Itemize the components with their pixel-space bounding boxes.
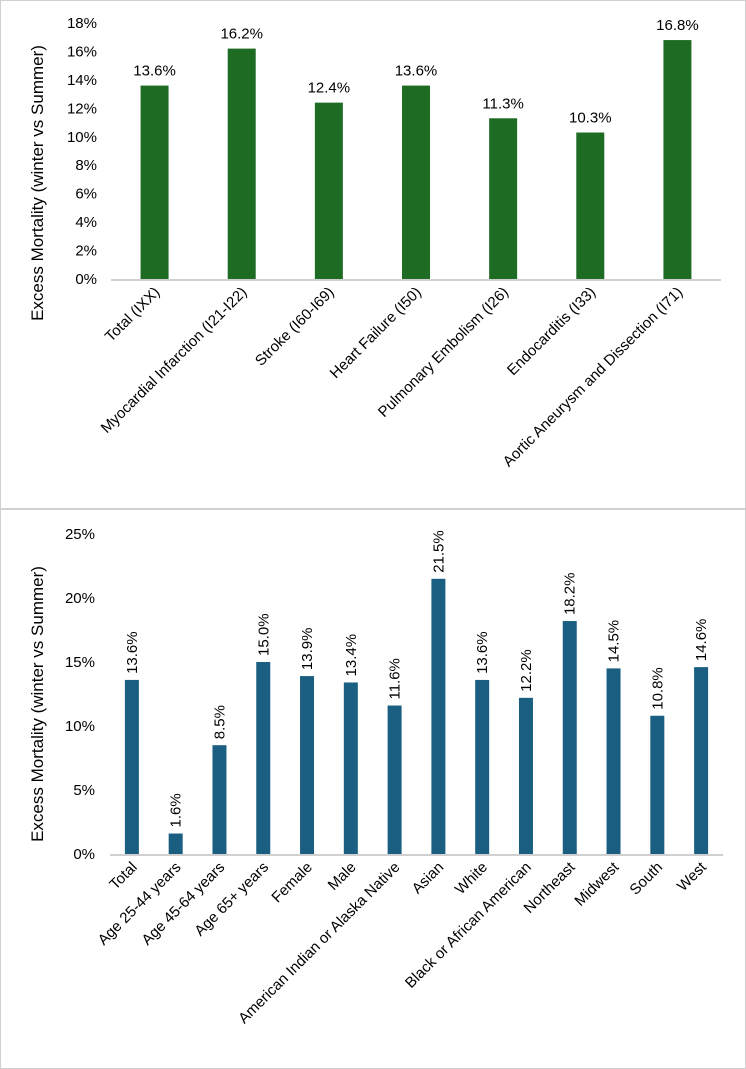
- bar: [489, 118, 518, 280]
- x-tick-label: South: [626, 859, 666, 899]
- bar: [212, 745, 227, 854]
- x-tick-label: Aortic Aneurysm and Dissection (I71): [500, 284, 687, 471]
- x-tick-label: American Indian or Alaska Native: [235, 859, 403, 1027]
- bar: [606, 668, 621, 854]
- data-label: 15.0%: [255, 613, 272, 656]
- chart-panel-demographic: Excess Mortality (winter vs Summer) 0% 5% 1…: [0, 509, 746, 1069]
- x-tick-label: Male: [325, 859, 360, 894]
- x-tick-label: Myocardial Infarction (I21-I22): [98, 284, 251, 437]
- bar: [402, 85, 430, 279]
- x-tick-label: Midwest: [571, 858, 623, 910]
- y-tick-label: 0%: [73, 846, 95, 863]
- data-label: 13.6%: [395, 63, 438, 80]
- bar: [124, 679, 139, 854]
- bar: [387, 705, 402, 854]
- data-label: 11.6%: [387, 658, 404, 699]
- y-tick-label: 20%: [65, 590, 95, 607]
- bar: [694, 667, 709, 854]
- data-label: 10.8%: [649, 667, 666, 710]
- data-label: 8.5%: [211, 705, 228, 739]
- data-label: 13.9%: [299, 628, 316, 671]
- y-axis-title: Excess Mortality (winter vs Summer): [28, 45, 47, 321]
- bar: [343, 682, 358, 854]
- y-axis-title: Excess Mortality (winter vs Summer): [28, 566, 47, 842]
- data-label: 13.6%: [124, 631, 141, 674]
- y-tick-label: 6%: [75, 186, 97, 203]
- y-tick-label: 15%: [65, 654, 95, 671]
- bar: [576, 132, 605, 279]
- bar: [168, 833, 183, 854]
- y-tick-label: 8%: [75, 157, 97, 174]
- x-tick-label: West: [674, 858, 711, 895]
- bar: [431, 578, 446, 854]
- data-label: 21.5%: [430, 530, 447, 573]
- bar: [256, 662, 271, 854]
- y-tick-label: 0%: [75, 271, 97, 288]
- bar-chart-demographic: Excess Mortality (winter vs Summer) 0% 5% 1…: [28, 526, 723, 1027]
- y-tick-label: 4%: [75, 214, 97, 231]
- x-tick-label: White: [452, 859, 491, 898]
- data-label: 10.3%: [569, 110, 612, 127]
- bar: [562, 621, 577, 854]
- bar: [227, 48, 256, 279]
- x-tick-label: Asian: [409, 859, 448, 898]
- bar: [300, 676, 315, 854]
- data-label: 12.2%: [518, 649, 535, 692]
- x-tick-label: Total (IXX): [102, 284, 164, 346]
- data-label: 18.2%: [562, 572, 579, 615]
- x-tick-label: Female: [268, 859, 315, 906]
- y-tick-label: 25%: [65, 526, 95, 543]
- x-tick-label: Stroke (I60-I69): [252, 284, 338, 370]
- y-tick-label: 2%: [75, 243, 97, 260]
- data-label: 16.8%: [656, 17, 699, 34]
- y-tick-label: 10%: [65, 718, 95, 735]
- data-label: 16.2%: [220, 26, 263, 43]
- bar: [140, 85, 169, 279]
- data-label: 1.6%: [168, 793, 185, 827]
- chart-panel-disease: Excess Mortality (winter vs Summer) 0% 2% 4…: [0, 0, 746, 509]
- bar: [663, 40, 692, 279]
- bar: [475, 679, 490, 854]
- bar-chart-disease: Excess Mortality (winter vs Summer) 0% 2% 4…: [28, 15, 721, 471]
- data-label: 13.4%: [343, 634, 360, 677]
- x-tick-label: Endocarditis (I33): [504, 284, 599, 379]
- data-label: 12.4%: [308, 80, 351, 97]
- y-tick-label: 14%: [67, 72, 97, 89]
- data-label: 14.6%: [693, 619, 710, 662]
- y-tick-label: 18%: [67, 15, 97, 32]
- x-tick-label: Heart Failure (I50): [327, 284, 425, 382]
- bar: [314, 102, 343, 280]
- data-label: 14.5%: [606, 620, 623, 663]
- data-label: 11.3%: [482, 95, 523, 112]
- bar: [518, 697, 533, 854]
- y-tick-label: 16%: [67, 43, 97, 60]
- bar: [650, 715, 665, 854]
- x-tick-label: Total: [106, 859, 140, 893]
- y-tick-label: 12%: [67, 100, 97, 117]
- data-label: 13.6%: [474, 631, 491, 674]
- y-tick-label: 5%: [73, 782, 95, 799]
- y-tick-label: 10%: [67, 129, 97, 146]
- data-label: 13.6%: [133, 63, 176, 80]
